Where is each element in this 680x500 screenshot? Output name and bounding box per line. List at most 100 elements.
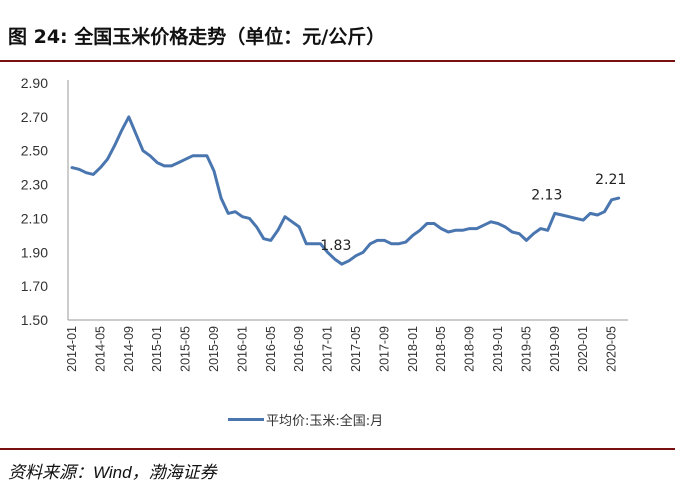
data-point <box>369 242 372 246</box>
x-tick-label: 2020-05 <box>605 326 619 372</box>
y-tick-label: 2.30 <box>21 177 48 193</box>
title-rule <box>0 60 675 62</box>
data-point <box>503 225 507 229</box>
data-point <box>418 229 422 232</box>
data-point <box>156 161 159 164</box>
data-point <box>205 154 209 157</box>
source-rule <box>0 448 675 450</box>
data-point <box>383 239 386 242</box>
x-tick-label: 2017-05 <box>349 326 363 372</box>
data-point <box>347 259 351 262</box>
data-point <box>148 154 152 157</box>
data-point <box>361 251 365 254</box>
x-tick-label: 2016-05 <box>264 326 278 372</box>
data-point <box>234 210 237 213</box>
x-tick-label: 2015-01 <box>150 326 164 372</box>
data-point <box>411 234 414 237</box>
data-point <box>425 222 429 225</box>
data-point <box>518 232 521 235</box>
data-point <box>461 229 464 232</box>
x-tick-label: 2020-01 <box>576 326 590 372</box>
data-point <box>496 222 500 225</box>
x-tick-label: 2019-05 <box>519 326 533 372</box>
legend-line-swatch <box>228 418 264 421</box>
data-point <box>298 225 301 229</box>
data-point <box>603 210 606 213</box>
data-point <box>312 242 315 246</box>
data-point <box>390 242 393 246</box>
x-tick-label: 2016-01 <box>235 326 249 372</box>
data-point <box>567 215 571 218</box>
data-point <box>70 166 74 169</box>
data-point <box>134 132 138 135</box>
data-point <box>241 215 244 218</box>
data-label: 2.13 <box>531 187 562 203</box>
data-point <box>77 168 81 171</box>
x-tick-label: 2017-01 <box>321 326 335 372</box>
source-note: 资料来源：Wind，渤海证券 <box>8 463 217 482</box>
x-tick-label: 2016-09 <box>292 326 306 372</box>
data-point <box>219 196 223 200</box>
data-point <box>120 129 123 132</box>
y-tick-label: 2.50 <box>21 143 48 159</box>
data-point <box>283 215 287 218</box>
x-tick-label: 2018-09 <box>463 326 477 372</box>
data-point <box>198 154 201 157</box>
x-tick-label: 2014-09 <box>122 326 136 372</box>
data-point <box>447 230 450 234</box>
data-point <box>326 251 329 254</box>
data-point <box>255 225 258 229</box>
data-point <box>269 239 272 242</box>
data-point <box>574 217 578 220</box>
data-point <box>475 227 478 230</box>
x-tick-label: 2017-09 <box>377 326 391 372</box>
data-point <box>532 232 535 235</box>
x-tick-label: 2019-01 <box>491 326 505 372</box>
data-point <box>170 164 173 168</box>
data-point <box>397 242 400 246</box>
x-tick-label: 2018-05 <box>434 326 448 372</box>
data-point <box>489 220 493 224</box>
x-tick-label: 2015-05 <box>179 326 193 372</box>
data-point <box>539 227 542 230</box>
legend-label: 平均价:玉米:全国:月 <box>266 414 384 429</box>
x-tick-label: 2019-09 <box>548 326 562 372</box>
data-point <box>610 198 613 202</box>
x-tick-label: 2015-09 <box>207 326 221 372</box>
data-point <box>454 229 457 232</box>
series-line <box>70 115 621 266</box>
data-point <box>184 157 187 161</box>
data-point <box>468 227 471 230</box>
data-point <box>248 217 251 220</box>
y-tick-label: 1.70 <box>21 278 48 294</box>
data-point <box>276 229 280 232</box>
data-point <box>404 240 407 244</box>
data-point <box>546 229 549 232</box>
data-point <box>127 115 130 119</box>
data-point <box>227 212 230 215</box>
y-tick-label: 2.70 <box>21 109 48 125</box>
data-point <box>290 220 294 224</box>
line-chart: 2.90 2.70 2.50 2.30 2.10 1.90 1.70 1.50 2014-01 2… <box>21 75 628 372</box>
legend: 平均价:玉米:全国:月 <box>228 410 383 429</box>
data-point <box>262 237 265 240</box>
data-point <box>163 164 166 168</box>
y-tick-label: 2.90 <box>21 75 48 91</box>
data-point <box>99 166 102 169</box>
y-tick-label: 1.90 <box>21 244 48 260</box>
x-tick-label: 2018-01 <box>406 326 420 372</box>
data-point <box>525 239 528 242</box>
data-point <box>85 171 88 174</box>
data-point <box>560 213 564 217</box>
data-point <box>440 227 443 230</box>
data-point <box>106 157 109 161</box>
data-label: 1.83 <box>320 238 351 254</box>
y-tick-label: 2.10 <box>21 210 48 226</box>
data-point <box>305 242 308 246</box>
data-point <box>141 149 145 152</box>
data-point <box>589 212 592 215</box>
data-point <box>432 222 436 225</box>
data-point <box>582 218 585 222</box>
data-point <box>191 154 194 157</box>
data-point <box>212 169 216 173</box>
